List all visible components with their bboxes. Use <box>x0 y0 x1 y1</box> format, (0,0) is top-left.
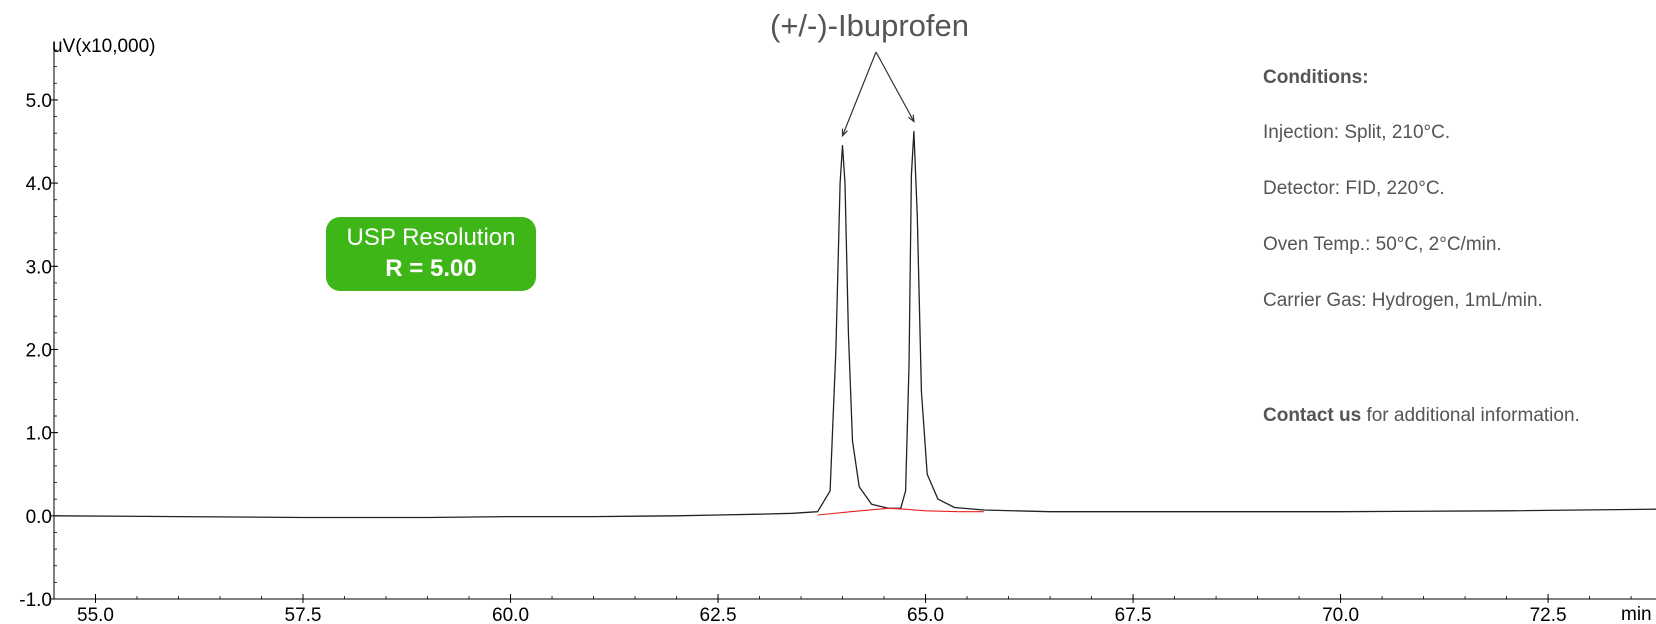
contact-rest: for additional information. <box>1361 405 1580 426</box>
badge-value: R = 5.00 <box>385 255 477 282</box>
tick-labels: -1.0 0.0 1.0 2.0 3.0 4.0 5.0 55.0 57.5 60.0 62.5 65… <box>19 91 1566 624</box>
condition-carrier-gas: Carrier Gas: Hydrogen, 1mL/min. <box>1263 290 1543 311</box>
y-tick-label: 3.0 <box>26 257 52 278</box>
annotation-arrow-line <box>875 51 915 122</box>
chromatogram-trace <box>53 130 1656 519</box>
conditions-heading: Conditions: <box>1263 67 1369 88</box>
y-tick-label: 2.0 <box>26 340 52 361</box>
x-tick-label: 55.0 <box>77 605 114 624</box>
x-tick-label: 65.0 <box>907 605 944 624</box>
x-tick-label: 72.5 <box>1530 605 1567 624</box>
y-tick-label: 4.0 <box>26 174 52 195</box>
condition-oven: Oven Temp.: 50°C, 2°C/min. <box>1263 234 1502 255</box>
contact-us-link[interactable]: Contact us <box>1263 405 1362 426</box>
y-tick-label: 5.0 <box>26 91 52 112</box>
annotation-arrows <box>841 51 915 138</box>
badge-title: USP Resolution <box>346 224 516 251</box>
y-axis-label: uV(x10,000) <box>52 36 156 57</box>
y-tick-label: 1.0 <box>26 424 52 445</box>
condition-detector: Detector: FID, 220°C. <box>1263 178 1445 199</box>
condition-injection: Injection: Split, 210°C. <box>1263 122 1451 143</box>
annotation-arrow-line <box>841 51 877 136</box>
tick-marks <box>50 49 1632 603</box>
annotation-arrow-head <box>908 114 915 123</box>
x-tick-label: 57.5 <box>285 605 322 624</box>
ibuprofen-annotation: (+/-)-Ibuprofen <box>770 8 970 43</box>
x-tick-label: 62.5 <box>700 605 737 624</box>
series-group <box>53 130 1656 519</box>
usp-resolution-badge: USP Resolution R = 5.00 <box>326 217 536 291</box>
x-axis-unit: min <box>1621 604 1652 624</box>
baseline-trace <box>817 507 984 516</box>
y-tick-label: 0.0 <box>26 507 52 528</box>
contact-note: Contact us for additional information. <box>1263 405 1580 427</box>
x-tick-label: 60.0 <box>492 605 529 624</box>
annotation-arrow-head <box>841 128 848 138</box>
x-tick-label: 70.0 <box>1322 605 1359 624</box>
x-tick-label: 67.5 <box>1115 605 1152 624</box>
y-tick-label: -1.0 <box>19 590 52 611</box>
axes <box>53 50 1656 600</box>
